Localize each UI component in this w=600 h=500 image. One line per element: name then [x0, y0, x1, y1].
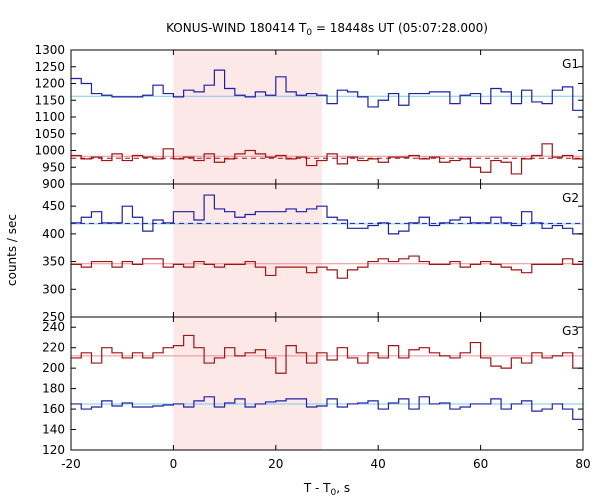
lightcurve-step-blue: [71, 69, 583, 111]
y-tick-label: 1100: [34, 110, 65, 124]
y-tick-label: 1050: [34, 127, 65, 141]
panel-g3: 120 140 160 180 200 220 240 G3: [42, 316, 584, 457]
panel-label: G3: [562, 324, 579, 338]
y-axis-label: counts / sec: [5, 214, 19, 286]
x-tick-label: 80: [575, 457, 590, 471]
x-tick-label: 40: [371, 457, 386, 471]
x-tick-label: -20: [61, 457, 81, 471]
y-tick-label: 900: [42, 177, 65, 191]
y-tick-label: 220: [42, 341, 65, 355]
lightcurve-step-red: [71, 143, 583, 175]
y-tick-label: 300: [42, 282, 65, 296]
y-tick-label: 450: [42, 199, 65, 213]
interval-shade: [173, 184, 322, 317]
y-tick-label: 180: [42, 382, 65, 396]
interval-shade: [173, 50, 322, 184]
lightcurve-step-red: [71, 255, 583, 279]
panel-label: G2: [562, 191, 579, 205]
y-tick-label: 950: [42, 160, 65, 174]
panel-label: G1: [562, 57, 579, 71]
y-tick-label: 140: [42, 423, 65, 437]
y-tick-label: 120: [42, 443, 65, 457]
y-tick-label: 250: [42, 310, 65, 324]
x-tick-label: 20: [268, 457, 283, 471]
x-tick-label: 0: [170, 457, 178, 471]
panel-g1: 900 950 1000 1050 1100 1150 1200 1250 1300 G1: [34, 43, 584, 191]
y-tick-label: 400: [42, 227, 65, 241]
y-tick-label: 1200: [34, 77, 65, 91]
y-tick-label: 1250: [34, 60, 65, 74]
panel-g2: 250 300 350 400 450 G2: [42, 183, 584, 324]
y-tick-label: 200: [42, 361, 65, 375]
y-tick-label: 160: [42, 402, 65, 416]
y-tick-label: 350: [42, 255, 65, 269]
panel-frame: [70, 183, 584, 318]
y-tick-label: 1300: [34, 43, 65, 57]
lightcurve-step-blue: [71, 194, 583, 235]
panel-frame: [70, 49, 584, 185]
y-tick-label: 1000: [34, 144, 65, 158]
interval-shade: [173, 317, 322, 450]
plot-area: 9009501000105011001150120012501300G12503…: [34, 43, 590, 471]
y-tick-label: 1150: [34, 93, 65, 107]
x-axis-label: T - T0, s: [303, 481, 350, 498]
panel-frame: [70, 316, 584, 451]
lightcurve-step-red: [71, 334, 583, 374]
chart-title: KONUS-WIND 180414 T0 = 18448s UT (05:07:…: [166, 21, 488, 38]
x-tick-label: 60: [473, 457, 488, 471]
y-tick-label: 240: [42, 320, 65, 334]
lightcurve-step-blue: [71, 396, 583, 420]
